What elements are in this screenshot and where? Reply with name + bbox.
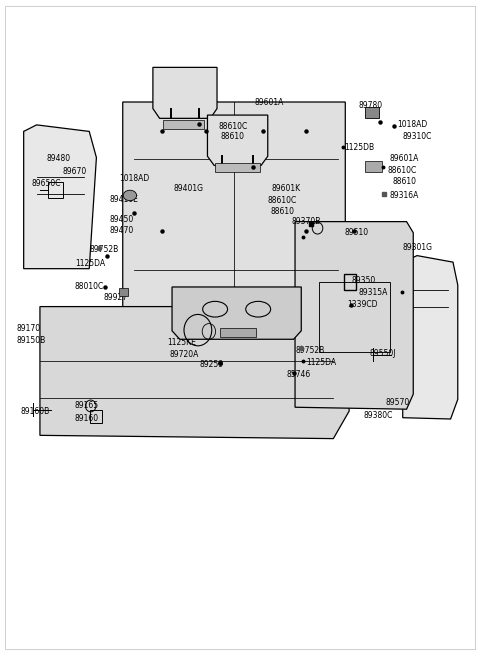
Text: 89350: 89350: [351, 276, 375, 285]
Text: 89170: 89170: [16, 324, 40, 333]
Polygon shape: [207, 115, 268, 166]
Text: 89570: 89570: [386, 398, 410, 407]
Bar: [48, 182, 63, 198]
Text: 89470: 89470: [110, 226, 134, 235]
Text: 89301G: 89301G: [403, 243, 433, 252]
Text: 89650C: 89650C: [32, 179, 61, 188]
Text: 89670: 89670: [63, 168, 87, 176]
Text: 89401G: 89401G: [174, 185, 204, 193]
Text: 89370B: 89370B: [292, 217, 321, 226]
Text: 88610C: 88610C: [268, 196, 297, 204]
Polygon shape: [295, 221, 413, 409]
Text: 89310C: 89310C: [403, 132, 432, 141]
Bar: [215, 164, 260, 172]
Text: 89316A: 89316A: [389, 191, 419, 200]
Bar: [90, 410, 102, 423]
Text: 89601A: 89601A: [389, 155, 419, 163]
Text: 89410E: 89410E: [110, 195, 139, 204]
Text: 88610: 88610: [392, 178, 416, 186]
Bar: [220, 328, 256, 337]
Text: 1125DA: 1125DA: [306, 358, 336, 367]
Text: 89601K: 89601K: [271, 185, 300, 193]
Text: 89315A: 89315A: [359, 288, 388, 297]
Text: 89927: 89927: [104, 293, 128, 302]
Text: 89752B: 89752B: [89, 244, 119, 253]
Text: 89160B: 89160B: [21, 407, 50, 416]
Text: 88610C: 88610C: [387, 166, 417, 175]
Polygon shape: [24, 125, 96, 269]
Polygon shape: [172, 287, 301, 339]
Text: 1339CD: 1339CD: [348, 300, 378, 309]
Text: 89752B: 89752B: [295, 346, 324, 355]
Text: 89450: 89450: [110, 215, 134, 224]
Text: 89900: 89900: [174, 326, 198, 335]
Text: 88610: 88610: [270, 207, 294, 215]
Text: 1018AD: 1018AD: [120, 174, 150, 183]
Text: 89780: 89780: [359, 101, 383, 110]
Bar: [120, 288, 128, 296]
Text: 89601A: 89601A: [254, 98, 284, 107]
Text: 1018AD: 1018AD: [397, 121, 427, 130]
Text: 89160: 89160: [75, 414, 99, 423]
Text: 1125KE: 1125KE: [167, 338, 196, 347]
Text: 89380C: 89380C: [363, 411, 393, 420]
Polygon shape: [123, 102, 345, 331]
Ellipse shape: [123, 190, 137, 200]
Text: 88010C: 88010C: [75, 282, 104, 291]
Text: 89510: 89510: [344, 228, 369, 237]
Text: 89720A: 89720A: [169, 350, 199, 360]
Text: 88610C: 88610C: [218, 122, 248, 131]
Text: 89165: 89165: [75, 402, 99, 411]
Polygon shape: [403, 255, 458, 419]
Bar: [319, 282, 390, 352]
Text: 89259: 89259: [199, 360, 224, 369]
Text: 89480: 89480: [46, 155, 70, 163]
Bar: [163, 120, 204, 130]
Text: 85746: 85746: [287, 370, 311, 379]
Bar: [365, 107, 379, 119]
Text: 89550J: 89550J: [369, 349, 396, 358]
Text: 1125DB: 1125DB: [344, 143, 374, 152]
Text: 89150B: 89150B: [16, 336, 45, 345]
Polygon shape: [40, 307, 349, 439]
Bar: [365, 162, 382, 172]
Text: 88610: 88610: [221, 132, 245, 141]
Bar: [344, 274, 356, 290]
Polygon shape: [153, 67, 217, 119]
Text: 1125DA: 1125DA: [75, 259, 105, 268]
